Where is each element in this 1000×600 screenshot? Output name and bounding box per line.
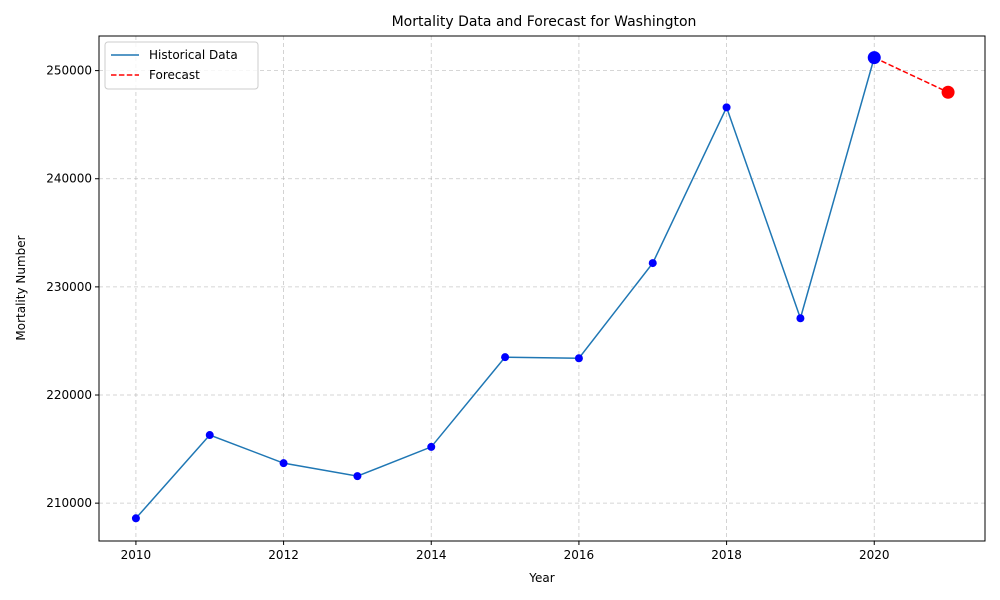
- historical-data-point: [353, 472, 362, 481]
- legend-box: [104, 41, 259, 90]
- ticks: 2010 2012 2014 2016 2018 2020 210000 220000 2300…: [46, 64, 889, 562]
- y-tick-label: 240000: [46, 172, 92, 186]
- legend-forecast-label: Forecast: [149, 68, 200, 82]
- latest-data-point: [867, 51, 881, 65]
- y-tick-label: 250000: [46, 64, 92, 78]
- chart-title: Mortality Data and Forecast for Washingt…: [392, 14, 697, 30]
- x-axis-label: Year: [528, 571, 554, 585]
- grid: [99, 36, 985, 541]
- plot-frame: [98, 35, 986, 542]
- historical-data-point: [796, 314, 805, 323]
- series-layer: [131, 51, 955, 523]
- y-tick-label: 230000: [46, 280, 92, 294]
- historical-data-point: [131, 514, 140, 523]
- historical-data-point: [574, 354, 583, 363]
- historical-data-point: [501, 353, 510, 362]
- legend: Historical Data Forecast: [104, 41, 259, 90]
- y-tick-label: 220000: [46, 388, 92, 402]
- historical-data-point: [648, 259, 657, 268]
- y-tick-label: 210000: [46, 496, 92, 510]
- historical-data-point: [205, 431, 214, 440]
- x-tick-label: 2020: [859, 548, 890, 562]
- historical-data-point: [722, 103, 731, 112]
- x-tick-label: 2018: [711, 548, 742, 562]
- forecast-line: [873, 56, 949, 93]
- y-axis-label: Mortality Number: [14, 235, 28, 340]
- historical-data-point: [427, 442, 436, 451]
- x-tick-label: 2016: [564, 548, 595, 562]
- legend-historical-label: Historical Data: [149, 48, 238, 62]
- forecast-data-point: [941, 85, 955, 99]
- x-tick-label: 2014: [416, 548, 447, 562]
- x-tick-label: 2012: [268, 548, 299, 562]
- historical-data-point: [279, 459, 288, 468]
- x-tick-label: 2010: [121, 548, 152, 562]
- historical-data-line: [135, 57, 875, 519]
